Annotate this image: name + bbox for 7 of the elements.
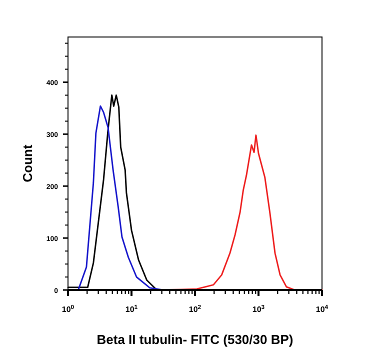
x-tick-label: 10$^{2}$ [188, 304, 202, 314]
x-tick-label: 10$^{1}$ [125, 304, 138, 314]
x-tick-label: 10$^{3}$ [252, 304, 266, 314]
y-axis-title: Count [20, 144, 35, 182]
x-axis-title: Beta II tubulin- FITC (530/30 BP) [96, 332, 294, 347]
x-tick-label: 10$^{4}$ [316, 304, 329, 314]
x-tick-label: 10$^{0}$ [62, 304, 75, 314]
